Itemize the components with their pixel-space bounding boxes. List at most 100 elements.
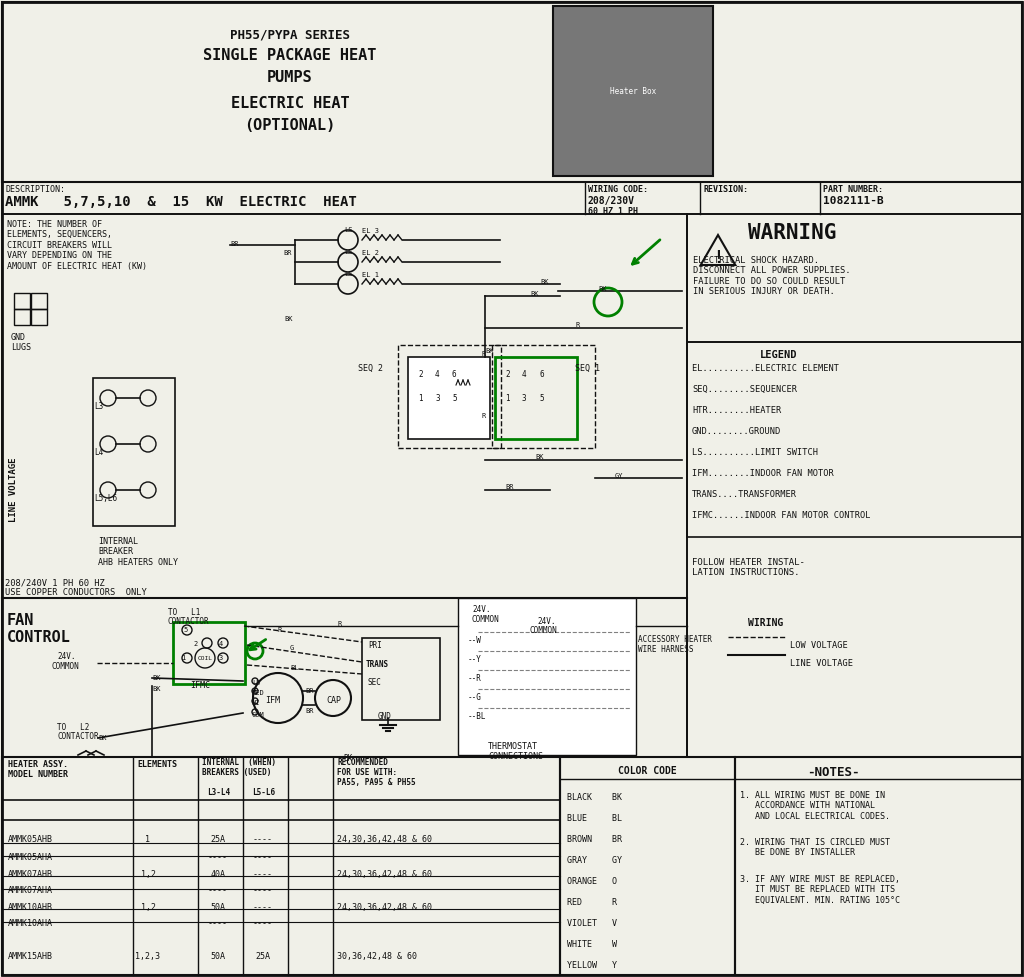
Text: ELECTRIC HEAT: ELECTRIC HEAT — [230, 96, 349, 111]
Text: BK: BK — [530, 291, 539, 297]
Text: 5: 5 — [539, 394, 544, 403]
Text: 1: 1 — [505, 394, 510, 403]
Text: WIRING CODE:: WIRING CODE: — [588, 185, 648, 194]
Text: ----: ---- — [208, 853, 228, 862]
Bar — [2, 182, 1022, 214]
Text: SEQ 1: SEQ 1 — [575, 364, 600, 373]
Text: BREAKERS (USED): BREAKERS (USED) — [202, 768, 271, 777]
Text: CONTACTOR: CONTACTOR — [57, 732, 98, 741]
Text: FOR USE WITH:: FOR USE WITH: — [337, 768, 397, 777]
Text: 208/230V: 208/230V — [588, 196, 635, 206]
Text: WARNING: WARNING — [748, 223, 837, 243]
Bar — [93, 378, 175, 526]
Text: ----: ---- — [253, 870, 273, 879]
Text: PH55/PYPA SERIES: PH55/PYPA SERIES — [230, 28, 350, 41]
Text: BROWN    BR: BROWN BR — [567, 835, 622, 844]
Text: L5,L6: L5,L6 — [94, 494, 117, 503]
Bar — [14, 309, 30, 325]
Text: PUMPS: PUMPS — [267, 70, 312, 85]
Text: TO   L1: TO L1 — [168, 608, 201, 617]
Text: BK: BK — [540, 279, 549, 285]
Text: BK: BK — [535, 454, 544, 460]
Text: LINE VOLTAGE: LINE VOLTAGE — [790, 659, 853, 668]
Text: 1,2: 1,2 — [140, 870, 156, 879]
Text: IFMC: IFMC — [190, 681, 210, 690]
Text: BK: BK — [485, 348, 494, 354]
Text: LINE VOLTAGE: LINE VOLTAGE — [9, 458, 18, 523]
Bar — [735, 757, 1022, 975]
Text: !: ! — [713, 249, 723, 267]
Text: LS: LS — [344, 227, 352, 233]
Text: 1: 1 — [145, 835, 151, 844]
Bar — [2, 757, 560, 975]
Text: EL 2: EL 2 — [362, 250, 379, 256]
Text: 5: 5 — [183, 627, 187, 633]
Text: WHITE    W: WHITE W — [567, 940, 617, 949]
Text: COMMON: COMMON — [52, 662, 80, 671]
Text: FAN
CONTROL: FAN CONTROL — [7, 613, 71, 646]
Text: AMMK05AHA: AMMK05AHA — [8, 853, 53, 862]
Text: RECOMMENDED: RECOMMENDED — [337, 758, 388, 767]
Text: 2. WIRING THAT IS CIRCLED MUST
   BE DONE BY INSTALLER: 2. WIRING THAT IS CIRCLED MUST BE DONE B… — [740, 838, 890, 858]
Text: YELLOW   Y: YELLOW Y — [567, 961, 617, 970]
Text: -NOTES-: -NOTES- — [807, 766, 859, 779]
Text: 24,30,36,42,48 & 60: 24,30,36,42,48 & 60 — [337, 903, 432, 912]
Bar — [553, 6, 713, 176]
Text: 50A: 50A — [211, 903, 225, 912]
Text: LUGS: LUGS — [11, 343, 31, 352]
Text: 6: 6 — [452, 370, 457, 379]
Bar — [398, 345, 501, 448]
Text: G: G — [290, 645, 294, 651]
Text: COMMON: COMMON — [472, 615, 500, 624]
Text: 25A: 25A — [256, 952, 270, 961]
Text: 208/240V 1 PH 60 HZ
USE COPPER CONDUCTORS  ONLY: 208/240V 1 PH 60 HZ USE COPPER CONDUCTOR… — [5, 578, 146, 597]
Text: BR: BR — [305, 688, 313, 694]
Text: ----: ---- — [253, 919, 273, 928]
Text: 3: 3 — [522, 394, 526, 403]
Bar — [2, 2, 1022, 182]
Text: 30,36,42,48 & 60: 30,36,42,48 & 60 — [337, 952, 417, 961]
Text: R: R — [278, 627, 283, 633]
Text: INTERNAL  (WHEN): INTERNAL (WHEN) — [202, 758, 276, 767]
Text: SEQ 2: SEQ 2 — [358, 364, 383, 373]
Text: L3: L3 — [94, 402, 103, 411]
Text: AMMK   5,7,5,10  &  15  KW  ELECTRIC  HEAT: AMMK 5,7,5,10 & 15 KW ELECTRIC HEAT — [5, 195, 356, 209]
Text: 2: 2 — [505, 370, 510, 379]
Text: BL: BL — [290, 665, 299, 671]
Bar — [687, 342, 1022, 537]
Text: COM: COM — [252, 712, 265, 718]
Text: COMMON: COMMON — [530, 626, 558, 635]
Text: R: R — [575, 322, 580, 328]
Text: FOLLOW HEATER INSTAL-
LATION INSTRUCTIONS.: FOLLOW HEATER INSTAL- LATION INSTRUCTION… — [692, 558, 805, 577]
Text: BR: BR — [283, 250, 292, 256]
Text: R: R — [482, 351, 486, 357]
Text: PA55, PA95 & PH55: PA55, PA95 & PH55 — [337, 778, 416, 787]
Text: --W: --W — [468, 636, 482, 645]
Text: PART NUMBER:: PART NUMBER: — [823, 185, 883, 194]
Text: LEGEND: LEGEND — [760, 350, 798, 360]
Text: REVISION:: REVISION: — [703, 185, 748, 194]
Text: L5-L6: L5-L6 — [252, 788, 275, 797]
Text: ----: ---- — [253, 853, 273, 862]
Text: AMMK15AHB: AMMK15AHB — [8, 952, 53, 961]
Text: 1082111-B: 1082111-B — [823, 196, 884, 206]
Text: TO   L2: TO L2 — [57, 723, 89, 732]
Text: 1. ALL WIRING MUST BE DONE IN
   ACCORDANCE WITH NATIONAL
   AND LOCAL ELECTRICA: 1. ALL WIRING MUST BE DONE IN ACCORDANCE… — [740, 791, 890, 821]
Text: 3: 3 — [219, 655, 223, 661]
Text: 60 HZ 1 PH: 60 HZ 1 PH — [588, 207, 638, 216]
Text: TRANS....TRANSFORMER: TRANS....TRANSFORMER — [692, 490, 797, 499]
Text: SEC: SEC — [368, 678, 382, 687]
Bar — [362, 638, 440, 720]
Text: 25A: 25A — [211, 835, 225, 844]
Text: BK: BK — [152, 675, 161, 681]
Text: IFM: IFM — [265, 696, 280, 705]
Text: CONTACTOR: CONTACTOR — [168, 617, 210, 626]
Text: --R: --R — [468, 674, 482, 683]
Text: R: R — [338, 621, 342, 627]
Text: LD: LD — [252, 680, 260, 686]
Text: ----: ---- — [208, 919, 228, 928]
Text: EL..........ELECTRIC ELEMENT: EL..........ELECTRIC ELEMENT — [692, 364, 839, 373]
Bar — [687, 214, 1022, 342]
Text: 40A: 40A — [211, 870, 225, 879]
Text: 24V.: 24V. — [537, 617, 555, 626]
